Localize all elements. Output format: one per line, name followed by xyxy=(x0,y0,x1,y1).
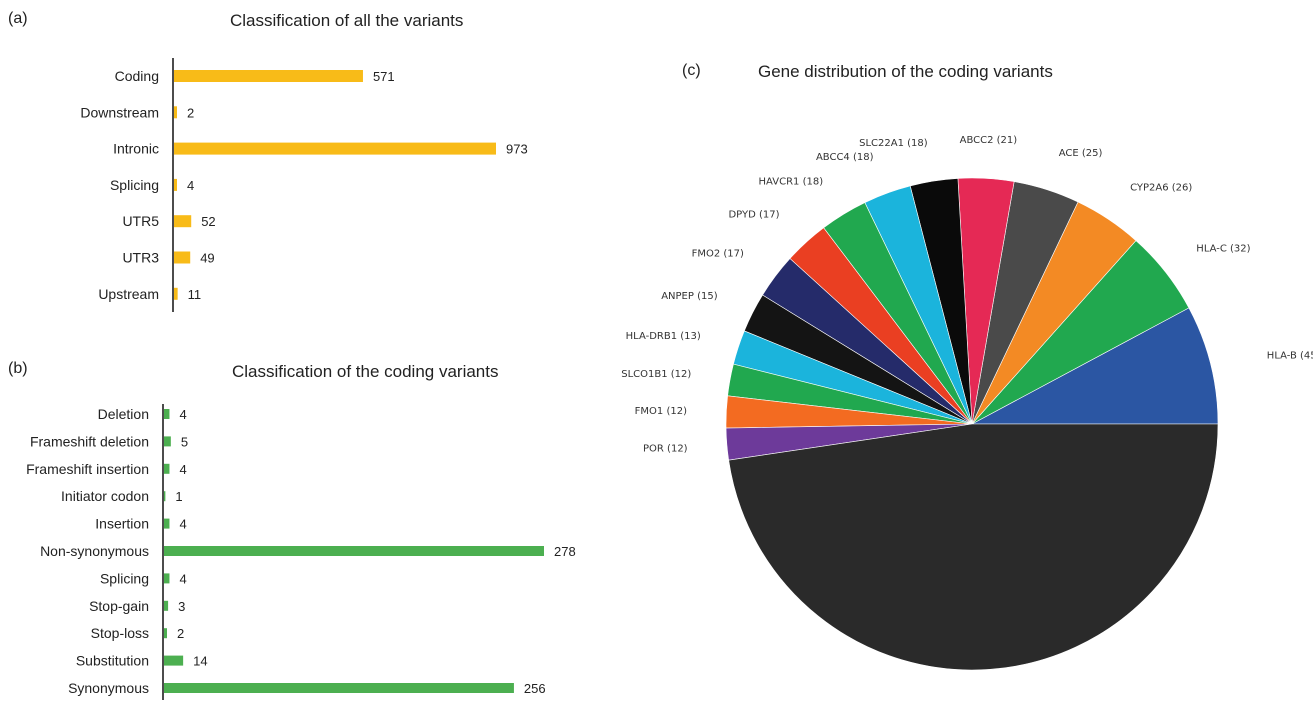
pie-label-12: SLCO1B1 (12) xyxy=(621,369,691,380)
panel-c-title: Gene distribution of the coding variants xyxy=(758,62,1053,81)
category-label-b-7: Stop-gain xyxy=(89,598,149,614)
value-label-b-2: 4 xyxy=(179,462,186,477)
value-label-b-7: 3 xyxy=(178,599,185,614)
pie-label-13: FMO1 (12) xyxy=(635,406,687,417)
pie-label-5: SLC22A1 (18) xyxy=(859,138,928,149)
bar-a-5 xyxy=(174,251,191,264)
bar-b-8 xyxy=(164,628,167,639)
category-label-b-4: Insertion xyxy=(95,516,149,532)
bar-b-6 xyxy=(164,573,170,584)
value-label-b-5: 278 xyxy=(554,544,576,559)
bar-a-4 xyxy=(174,215,192,228)
category-label-a-4: UTR5 xyxy=(122,213,159,229)
category-label-a-3: Splicing xyxy=(110,177,159,193)
value-label-a-4: 52 xyxy=(201,214,215,229)
pie-label-4: ABCC2 (21) xyxy=(960,135,1018,146)
pie-label-2: CYP2A6 (26) xyxy=(1130,183,1192,194)
bar-b-2 xyxy=(164,463,170,474)
category-label-a-2: Intronic xyxy=(113,141,159,157)
value-label-b-10: 256 xyxy=(524,681,546,696)
value-label-a-2: 973 xyxy=(506,142,528,157)
category-label-a-0: Coding xyxy=(115,68,159,84)
category-label-b-10: Synonymous xyxy=(68,680,149,696)
bar-a-2 xyxy=(174,142,496,155)
pie-label-10: ANPEP (15) xyxy=(661,291,718,302)
bar-b-9 xyxy=(164,655,184,666)
category-label-b-1: Frameshift deletion xyxy=(30,433,149,449)
bar-a-3 xyxy=(174,178,177,191)
pie-label-14: POR (12) xyxy=(643,443,688,454)
category-label-b-3: Initiator codon xyxy=(61,488,149,504)
category-label-b-5: Non-synonymous xyxy=(40,543,149,559)
pie-slice-0 xyxy=(971,307,1219,425)
category-label-b-8: Stop-loss xyxy=(91,625,149,641)
bar-a-6 xyxy=(174,287,178,300)
value-label-b-1: 5 xyxy=(181,434,188,449)
panel-b-title: Classification of the coding variants xyxy=(232,362,499,381)
pie-label-7: HAVCR1 (18) xyxy=(759,177,824,188)
bar-b-10 xyxy=(164,683,514,693)
category-label-a-1: Downstream xyxy=(80,104,159,120)
pie-label-1: HLA-C (32) xyxy=(1196,244,1250,255)
value-label-a-3: 4 xyxy=(187,178,194,193)
panel-a-label: (a) xyxy=(8,10,28,27)
category-label-a-6: Upstream xyxy=(98,286,159,302)
pie-label-11: HLA-DRB1 (13) xyxy=(626,331,701,342)
category-label-a-5: UTR3 xyxy=(122,250,159,266)
value-label-a-5: 49 xyxy=(200,251,214,266)
value-label-a-6: 11 xyxy=(188,287,202,302)
value-label-a-1: 2 xyxy=(187,105,194,120)
category-label-b-0: Deletion xyxy=(98,406,149,422)
bar-b-3 xyxy=(164,491,166,502)
value-label-b-9: 14 xyxy=(193,654,207,669)
value-label-b-0: 4 xyxy=(179,407,186,422)
pie-slice-15 xyxy=(728,423,1219,671)
pie-label-3: ACE (25) xyxy=(1059,148,1103,159)
pie-label-6: ABCC4 (18) xyxy=(816,152,874,163)
bar-a-1 xyxy=(174,106,177,119)
bar-b-4 xyxy=(164,518,170,529)
value-label-b-8: 2 xyxy=(177,626,184,641)
value-label-a-0: 571 xyxy=(373,69,395,84)
panel-b-label: (b) xyxy=(8,360,28,377)
category-label-b-9: Substitution xyxy=(76,653,149,669)
value-label-b-4: 4 xyxy=(179,517,186,532)
panel-a-title: Classification of all the variants xyxy=(230,11,464,30)
bar-b-7 xyxy=(164,600,169,611)
category-label-b-2: Frameshift insertion xyxy=(26,461,149,477)
pie-label-8: DPYD (17) xyxy=(728,209,779,220)
pie-label-0: HLA-B (45) xyxy=(1267,351,1313,362)
bar-b-1 xyxy=(164,436,171,447)
bar-b-0 xyxy=(164,409,170,419)
category-label-b-6: Splicing xyxy=(100,570,149,586)
pie-label-9: FMO2 (17) xyxy=(692,249,744,260)
value-label-b-3: 1 xyxy=(175,489,182,504)
value-label-b-6: 4 xyxy=(179,571,186,586)
bar-b-5 xyxy=(164,546,544,556)
panel-c-label: (c) xyxy=(682,62,701,79)
bar-a-0 xyxy=(174,70,363,82)
